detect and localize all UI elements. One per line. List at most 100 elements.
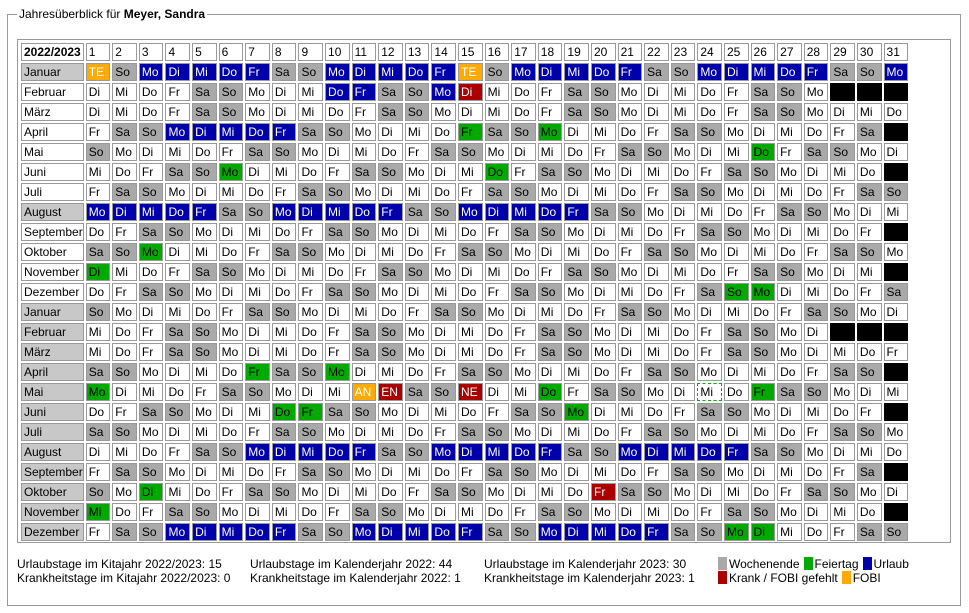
day-cell: Mo — [165, 183, 191, 201]
day-cell: So — [856, 63, 882, 81]
day-cell: Fr — [777, 143, 802, 161]
day-number-header: 8 — [271, 43, 297, 61]
day-cell: So — [325, 123, 350, 141]
day-cell: Mo — [803, 263, 829, 281]
month-row: Februar Di Mi Do Fr Sa So Mo Di Mi Do Fr Sa So Mo Di Mi D… — [21, 83, 909, 101]
day-cell: Mo — [537, 183, 563, 201]
day-cell: Mi — [484, 83, 510, 101]
day-cell: Di — [325, 143, 350, 161]
day-cell: Do — [325, 103, 350, 121]
day-cell: Sa — [856, 463, 882, 481]
day-cell: Mi — [723, 303, 749, 321]
day-cell: Fr — [218, 483, 244, 501]
day-cell: Do — [298, 343, 324, 361]
day-cell: So — [192, 323, 217, 341]
day-cell: Mi — [564, 243, 589, 261]
day-cell: Do — [883, 103, 909, 121]
day-cell: Mi — [750, 363, 776, 381]
day-cell: Mi — [564, 423, 589, 441]
day-cell: Mi — [192, 363, 217, 381]
day-cell: Sa — [750, 443, 776, 461]
day-cell: Mi — [803, 223, 829, 241]
day-cell: Do — [85, 283, 111, 301]
day-cell: Mi — [484, 443, 510, 461]
day-cell: Sa — [112, 463, 137, 481]
day-cell: Fr — [723, 83, 749, 101]
day-cell: Fr — [537, 83, 563, 101]
day-cell: Mo — [830, 383, 855, 401]
day-cell: Mi — [351, 483, 377, 501]
day-cell: So — [644, 303, 669, 321]
day-cell: Mo — [564, 223, 589, 241]
day-cell: Mo — [378, 223, 403, 241]
day-cell: So — [856, 423, 882, 441]
day-cell: So — [298, 363, 324, 381]
day-cell: Mo — [617, 103, 643, 121]
day-cell: So — [564, 163, 589, 181]
day-cell: Fr — [298, 283, 324, 301]
day-cell: Di — [112, 383, 137, 401]
day-cell: Di — [458, 103, 483, 121]
day-cell: So — [697, 523, 722, 541]
day-cell: Fr — [777, 303, 802, 321]
day-cell: Fr — [165, 263, 191, 281]
day-cell: Sa — [165, 343, 191, 361]
day-cell: So — [750, 503, 776, 521]
day-cell: Sa — [670, 183, 696, 201]
day-cell: Mi — [537, 143, 563, 161]
day-cell: Di — [245, 323, 270, 341]
day-cell: Sa — [830, 63, 855, 81]
day-cell: So — [138, 183, 164, 201]
day-cell: Sa — [245, 483, 270, 501]
month-row: April Fr Sa So Mo Di Mi Do Fr Sa So Mo Di Mi Do Fr Sa So M… — [21, 123, 909, 141]
day-cell: Do — [138, 103, 164, 121]
day-cell: Fr — [404, 303, 430, 321]
day-cell: So — [458, 143, 483, 161]
day-cell: Do — [325, 443, 350, 461]
day-number-header: 12 — [378, 43, 403, 61]
day-cell: Sa — [138, 223, 164, 241]
month-row: Juli Sa So Mo Di Mi Do Fr Sa So Mo Di Mi Do Fr Sa So Mo Di… — [21, 423, 909, 441]
day-cell: Do — [617, 463, 643, 481]
day-cell: Mo — [564, 403, 589, 421]
day-cell: Mi — [670, 83, 696, 101]
day-cell: Do — [484, 503, 510, 521]
day-cell: Sa — [564, 103, 589, 121]
day-cell: So — [670, 363, 696, 381]
day-cell: Fr — [165, 103, 191, 121]
day-number-header: 13 — [404, 43, 430, 61]
day-cell: Fr — [484, 283, 510, 301]
day-cell: Fr — [351, 103, 377, 121]
day-cell: Di — [458, 443, 483, 461]
day-cell: Do — [484, 163, 510, 181]
day-cell: Do — [218, 63, 244, 81]
day-cell: Fr — [378, 203, 403, 221]
day-cell: Di — [245, 343, 270, 361]
month-label: Oktober — [21, 243, 84, 261]
day-cell: So — [85, 483, 111, 501]
day-cell: Do — [803, 463, 829, 481]
day-cell: Di — [830, 443, 855, 461]
day-cell: Do — [564, 483, 589, 501]
day-cell: So — [325, 183, 350, 201]
day-cell: Mo — [644, 383, 669, 401]
day-cell: Mi — [165, 143, 191, 161]
day-cell: Di — [830, 103, 855, 121]
day-cell: Di — [590, 403, 616, 421]
legend-swatch — [718, 557, 727, 570]
legend-swatch — [841, 571, 851, 584]
day-cell: Mi — [644, 323, 669, 341]
day-cell: Sa — [112, 123, 137, 141]
day-cell: Mo — [271, 383, 297, 401]
day-number-header: 18 — [537, 43, 563, 61]
day-cell: Mi — [670, 443, 696, 461]
calendar-frame: 2022/2023 1 2 3 4 5 6 7 8 9 10 11 12 13 14 15 16 17 18 19 20… — [17, 39, 951, 543]
day-cell: Sa — [590, 383, 616, 401]
day-cell: Di — [697, 303, 722, 321]
day-cell: Mi — [192, 423, 217, 441]
day-cell: Do — [85, 223, 111, 241]
day-cell: Mo — [590, 323, 616, 341]
day-cell: So — [564, 343, 589, 361]
day-cell: Di — [750, 523, 776, 541]
day-cell: TE — [85, 63, 111, 81]
